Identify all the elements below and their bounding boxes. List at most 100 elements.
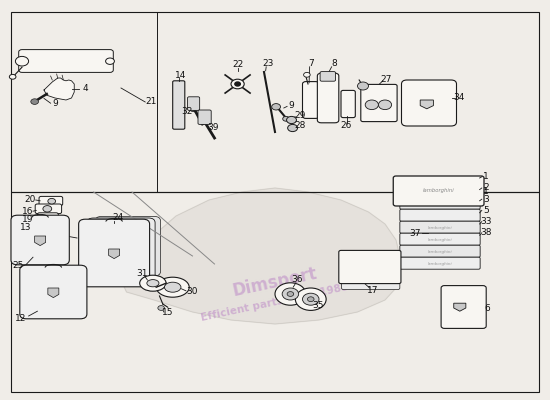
FancyBboxPatch shape xyxy=(11,215,69,265)
Text: 9: 9 xyxy=(289,102,294,110)
Circle shape xyxy=(9,74,16,79)
FancyBboxPatch shape xyxy=(79,219,150,287)
FancyBboxPatch shape xyxy=(400,245,480,257)
FancyBboxPatch shape xyxy=(39,196,63,206)
Circle shape xyxy=(106,58,114,64)
Polygon shape xyxy=(454,303,466,311)
FancyBboxPatch shape xyxy=(339,250,401,284)
Circle shape xyxy=(302,293,319,305)
FancyBboxPatch shape xyxy=(400,257,480,269)
Circle shape xyxy=(15,56,29,66)
Text: 23: 23 xyxy=(262,60,273,68)
Ellipse shape xyxy=(140,275,166,291)
Circle shape xyxy=(158,306,164,310)
Polygon shape xyxy=(48,288,59,298)
Circle shape xyxy=(235,82,240,86)
Text: 29: 29 xyxy=(294,112,305,120)
Ellipse shape xyxy=(156,277,189,297)
FancyBboxPatch shape xyxy=(400,197,480,209)
Text: 22: 22 xyxy=(232,60,243,69)
FancyBboxPatch shape xyxy=(393,176,484,206)
Text: lamborghini: lamborghini xyxy=(428,238,452,242)
FancyBboxPatch shape xyxy=(198,110,211,124)
Text: 24: 24 xyxy=(113,214,124,222)
Circle shape xyxy=(295,288,326,310)
Circle shape xyxy=(365,100,378,110)
Text: 8: 8 xyxy=(332,60,337,68)
Text: lamborghini: lamborghini xyxy=(428,250,452,254)
Circle shape xyxy=(43,206,52,212)
Text: 16: 16 xyxy=(22,207,33,216)
FancyBboxPatch shape xyxy=(188,97,200,110)
Text: 39: 39 xyxy=(208,124,219,132)
Text: 9: 9 xyxy=(52,100,58,108)
FancyBboxPatch shape xyxy=(400,221,480,233)
Circle shape xyxy=(231,79,244,89)
FancyBboxPatch shape xyxy=(441,286,486,328)
Text: 36: 36 xyxy=(292,276,302,284)
Text: 5: 5 xyxy=(483,206,489,215)
Text: 13: 13 xyxy=(20,224,31,232)
FancyBboxPatch shape xyxy=(37,213,58,223)
Text: 17: 17 xyxy=(367,286,378,295)
Text: 38: 38 xyxy=(481,228,492,237)
FancyBboxPatch shape xyxy=(320,72,336,81)
Polygon shape xyxy=(420,100,433,109)
Text: 7: 7 xyxy=(308,60,314,68)
Circle shape xyxy=(282,288,299,300)
Text: lamborghini: lamborghini xyxy=(428,226,452,230)
Text: 1: 1 xyxy=(483,187,489,196)
FancyBboxPatch shape xyxy=(400,233,480,245)
Circle shape xyxy=(275,283,306,305)
Text: 20: 20 xyxy=(25,196,36,204)
Text: 27: 27 xyxy=(381,76,392,84)
FancyBboxPatch shape xyxy=(400,209,480,221)
Ellipse shape xyxy=(147,280,159,287)
Circle shape xyxy=(31,99,38,104)
Text: 12: 12 xyxy=(15,314,26,323)
Text: 19: 19 xyxy=(22,216,33,224)
Polygon shape xyxy=(44,78,74,100)
Bar xyxy=(11,192,539,392)
Text: 37: 37 xyxy=(410,230,421,238)
Text: 2: 2 xyxy=(483,184,489,192)
FancyBboxPatch shape xyxy=(302,82,319,118)
Text: 35: 35 xyxy=(312,301,323,310)
FancyBboxPatch shape xyxy=(173,81,185,129)
FancyBboxPatch shape xyxy=(317,73,339,123)
Text: lamborghini: lamborghini xyxy=(423,188,455,193)
Text: lamborghini: lamborghini xyxy=(428,262,452,266)
Circle shape xyxy=(272,104,280,110)
Circle shape xyxy=(304,72,310,77)
FancyBboxPatch shape xyxy=(341,90,355,118)
Circle shape xyxy=(287,116,296,124)
Text: 1: 1 xyxy=(483,172,489,181)
Bar xyxy=(11,12,539,192)
Polygon shape xyxy=(108,249,119,258)
Text: 33: 33 xyxy=(481,217,492,226)
Text: 15: 15 xyxy=(162,308,173,317)
Text: 3: 3 xyxy=(483,195,489,204)
FancyBboxPatch shape xyxy=(19,50,113,72)
Circle shape xyxy=(307,297,314,302)
FancyBboxPatch shape xyxy=(402,80,456,126)
Circle shape xyxy=(48,198,56,204)
Circle shape xyxy=(358,82,368,90)
Text: 26: 26 xyxy=(341,121,352,130)
Text: 28: 28 xyxy=(294,122,305,130)
FancyBboxPatch shape xyxy=(87,218,155,282)
Circle shape xyxy=(287,292,294,296)
FancyBboxPatch shape xyxy=(361,84,397,122)
Text: 30: 30 xyxy=(187,288,198,296)
Text: 32: 32 xyxy=(182,108,192,116)
FancyBboxPatch shape xyxy=(35,204,62,214)
FancyBboxPatch shape xyxy=(342,258,400,290)
Text: 25: 25 xyxy=(13,262,24,270)
Text: Efficient parts since 1988: Efficient parts since 1988 xyxy=(200,282,350,322)
Text: 6: 6 xyxy=(485,304,490,313)
Circle shape xyxy=(288,124,298,132)
Polygon shape xyxy=(121,188,402,324)
Text: 14: 14 xyxy=(175,71,186,80)
Circle shape xyxy=(378,100,392,110)
Text: 31: 31 xyxy=(136,270,147,278)
